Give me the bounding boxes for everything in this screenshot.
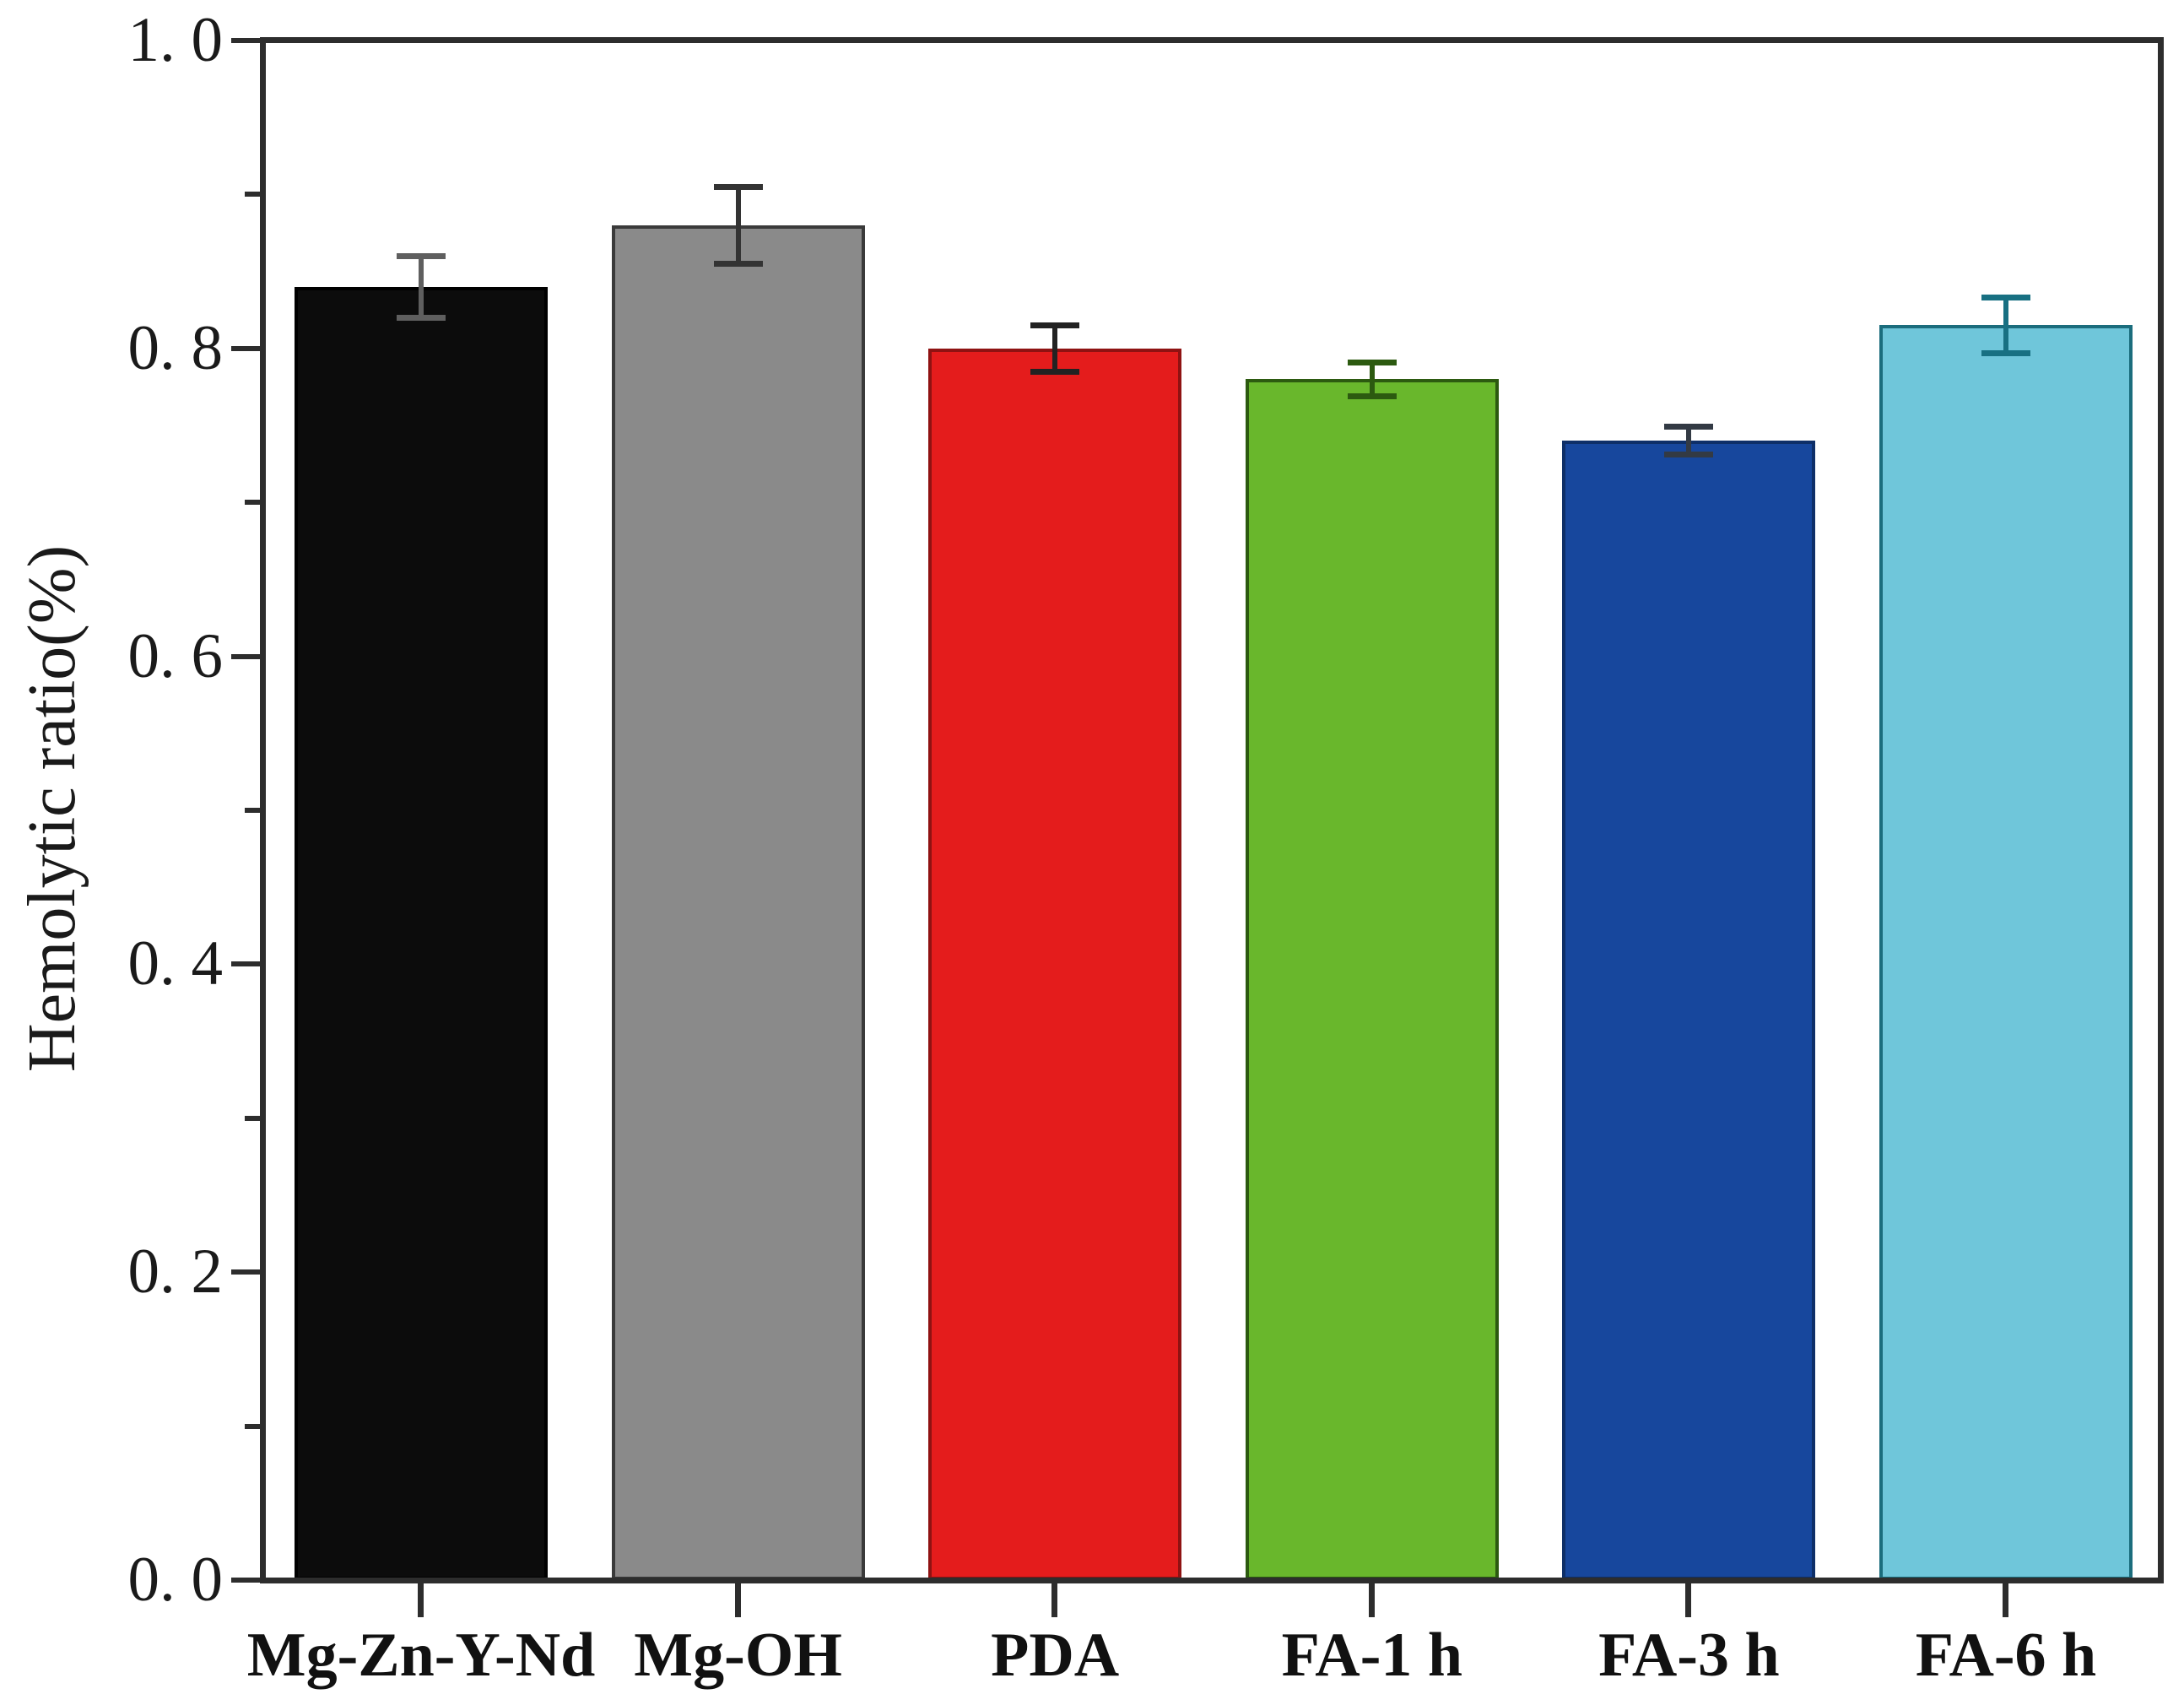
error-bar-cap-top bbox=[1664, 424, 1714, 430]
y-axis-minor-tick bbox=[245, 192, 263, 198]
y-axis-minor-tick bbox=[245, 1423, 263, 1429]
x-axis-tick bbox=[1368, 1580, 1375, 1617]
y-axis-major-tick bbox=[231, 1269, 263, 1275]
y-axis-major-tick bbox=[231, 653, 263, 659]
error-bar-stem bbox=[735, 187, 741, 264]
error-bar-stem bbox=[2003, 297, 2008, 354]
bar-fa-3-h bbox=[1562, 441, 1816, 1580]
error-bar-cap-bottom bbox=[1030, 368, 1080, 375]
x-category-label: FA-6 h bbox=[1915, 1621, 2097, 1690]
error-bar-cap-bottom bbox=[1664, 452, 1714, 458]
bar-pda bbox=[928, 348, 1182, 1580]
y-axis-tick-label: 0. 2 bbox=[127, 1237, 224, 1307]
error-bar-cap-bottom bbox=[1347, 392, 1397, 399]
error-bar-cap-top bbox=[1030, 322, 1080, 328]
y-axis-major-tick bbox=[231, 345, 263, 351]
y-axis-tick-label: 0. 8 bbox=[127, 312, 224, 383]
x-axis-tick bbox=[418, 1580, 424, 1617]
x-category-label: Mg-OH bbox=[634, 1621, 842, 1690]
x-category-label: FA-1 h bbox=[1281, 1621, 1463, 1690]
error-bar-cap-top bbox=[1347, 359, 1397, 365]
error-bar-stem bbox=[1686, 426, 1692, 455]
y-axis-major-tick bbox=[231, 1578, 263, 1583]
y-axis-tick-label: 0. 0 bbox=[127, 1545, 224, 1615]
y-axis-minor-tick bbox=[245, 1115, 263, 1121]
error-bar-cap-bottom bbox=[1981, 349, 2030, 356]
error-bar-cap-top bbox=[397, 252, 446, 259]
bar-fa-6-h bbox=[1879, 325, 2133, 1580]
bar-mg-oh bbox=[611, 225, 865, 1580]
error-bar-cap-top bbox=[713, 183, 763, 190]
y-axis-minor-tick bbox=[245, 808, 263, 813]
x-category-label: PDA bbox=[991, 1621, 1120, 1690]
error-bar-stem bbox=[1052, 325, 1058, 372]
x-category-label: Mg-Zn-Y-Nd bbox=[246, 1621, 596, 1690]
x-axis-tick bbox=[734, 1580, 741, 1617]
x-category-label: FA-3 h bbox=[1598, 1621, 1780, 1690]
y-axis-minor-tick bbox=[245, 500, 263, 506]
x-axis-tick bbox=[1051, 1580, 1058, 1617]
error-bar-stem bbox=[1369, 362, 1375, 397]
error-bar-cap-bottom bbox=[713, 260, 763, 267]
error-bar-cap-top bbox=[1981, 295, 2030, 301]
y-axis-tick-label: 1. 0 bbox=[127, 5, 224, 75]
y-axis-tick-label: 0. 6 bbox=[127, 620, 224, 691]
error-bar-cap-bottom bbox=[397, 314, 446, 321]
error-bar-stem bbox=[419, 256, 424, 318]
y-axis-major-tick bbox=[231, 961, 263, 967]
bar-fa-1-h bbox=[1245, 379, 1499, 1580]
x-axis-tick bbox=[2003, 1580, 2008, 1617]
bar-mg-zn-y-nd bbox=[295, 286, 548, 1580]
y-axis-major-tick bbox=[231, 38, 263, 43]
y-axis-tick-label: 0. 4 bbox=[127, 928, 224, 999]
x-axis-tick bbox=[1685, 1580, 1692, 1617]
